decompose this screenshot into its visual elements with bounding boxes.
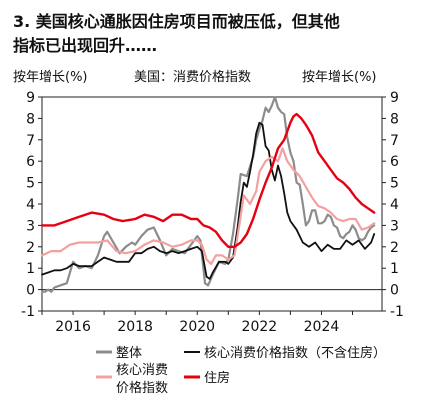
x-tick-label: 2018 [117,319,153,335]
y-tick-label-left: 6 [26,154,35,170]
center-axis-label: 美国：消费价格指数 [134,69,251,85]
y-tick-label-right: 6 [390,154,399,170]
legend-label-core-line-2: 价格指数 [116,380,168,396]
y-tick-label-left: 1 [26,261,35,277]
y-tick-label-right: 7 [390,133,399,149]
y-tick-label-right: 4 [390,197,399,213]
legend-item-overall: 整体 [96,346,142,361]
y-tick-label-left: 4 [26,197,35,213]
legend: 整体 核心消费价格指数（不含住房） 核心消费 价格指数 住房 [96,345,386,396]
x-tick-label: 2016 [55,319,91,335]
series-line-shelter [40,112,376,249]
series-line-core-ex-shelter [41,121,376,280]
legend-label-core-ex-shelter: 核心消费价格指数（不含住房） [204,345,386,361]
series-line-core [40,147,376,265]
y-tick-label-right: 3 [390,218,399,234]
y-tick-label-left: 8 [26,111,35,127]
plot-area: -1 -1 0 0 1 1 2 2 3 3 4 4 5 5 6 6 7 7 8 8 9 9 2016 2018 2020 2022… [21,90,404,335]
legend-item-shelter: 住房 [184,370,230,386]
y-tick-label-right: 0 [390,283,399,299]
x-tick-label: 2020 [179,319,215,335]
y-tick-label-right: -1 [390,304,404,320]
legend-label-overall: 整体 [116,346,142,361]
chart-title-line-1: 3. 美国核心通胀因住房项目而被压低，但其他 [13,12,340,31]
x-tick-label: 2022 [242,319,278,335]
right-axis-label: 按年增长(%) [302,70,377,85]
y-tick-label-left: 5 [26,176,35,192]
legend-item-core: 核心消费 价格指数 [96,363,168,396]
y-tick-label-right: 5 [390,176,399,192]
series-line-overall [40,95,376,293]
y-tick-label-left: -1 [21,304,35,320]
y-tick-label-left: 0 [26,283,35,299]
legend-label-shelter: 住房 [204,370,230,386]
y-tick-label-right: 9 [390,90,399,106]
chart-title-line-2: 指标已出现回升…… [13,36,157,55]
y-tick-label-right: 2 [390,240,399,256]
y-tick-label-left: 7 [26,133,35,149]
legend-label-core-line-1: 核心消费 [116,363,168,378]
x-tick-label: 2024 [304,319,340,335]
left-axis-label: 按年增长(%) [13,70,88,85]
y-tick-label-right: 8 [390,111,399,127]
y-tick-label-right: 1 [390,261,399,277]
y-tick-label-left: 3 [26,218,35,234]
legend-item-core-ex-shelter: 核心消费价格指数（不含住房） [184,345,386,361]
y-tick-label-left: 9 [26,90,35,106]
y-tick-label-left: 2 [26,240,35,256]
